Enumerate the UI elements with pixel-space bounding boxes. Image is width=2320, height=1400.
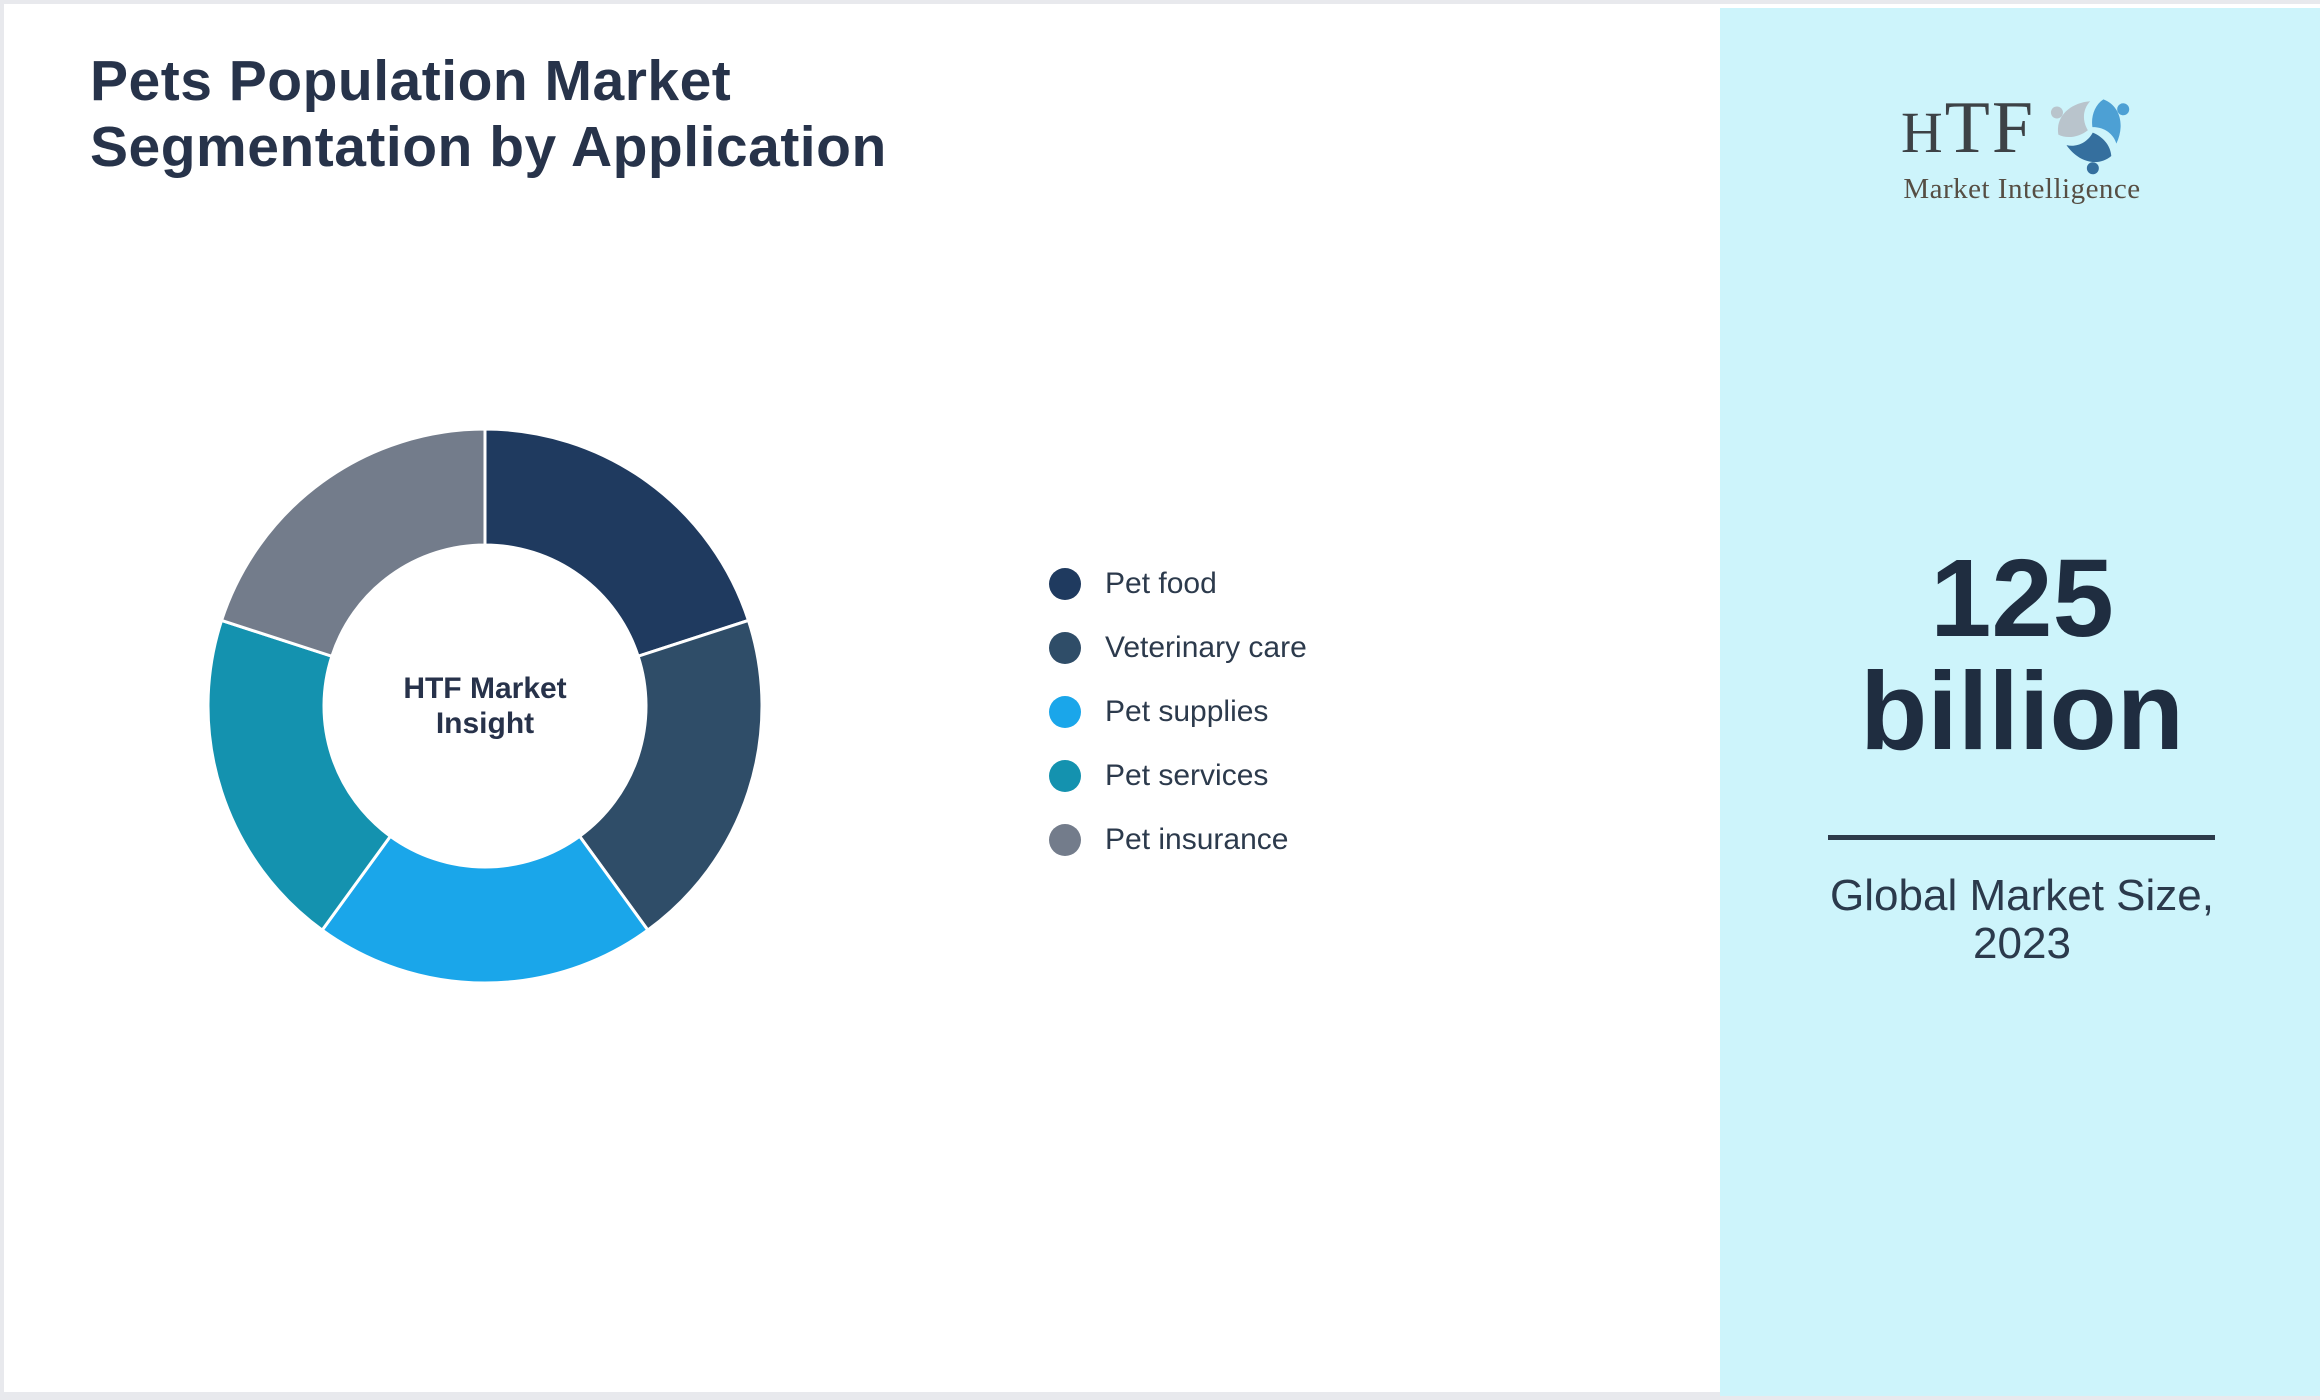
legend-label: Pet food xyxy=(1105,567,1217,600)
legend-item-pet-insurance[interactable]: Pet insurance xyxy=(1049,823,1307,857)
stat-value: 125 billion xyxy=(1860,537,2184,773)
stat-label: Global Market Size, 2023 xyxy=(1830,871,2214,968)
donut-segment-pet-insurance[interactable] xyxy=(219,427,487,659)
legend-swatch-icon xyxy=(1049,760,1081,792)
donut-segment-pet-supplies[interactable] xyxy=(320,834,650,985)
legend-item-pet-food[interactable]: Pet food xyxy=(1049,567,1307,601)
logo-acronym: HTF xyxy=(1900,87,2036,169)
chart-legend: Pet food Veterinary care Pet supplies Pet s… xyxy=(1049,567,1307,887)
donut-chart-svg xyxy=(206,427,764,985)
donut-segment-pet-food[interactable] xyxy=(483,427,751,659)
market-size-stat: 125 billion Global Market Size, 2023 xyxy=(1720,8,2320,1396)
legend-swatch-icon xyxy=(1049,824,1081,856)
legend-label: Veterinary care xyxy=(1105,631,1307,664)
legend-label: Pet supplies xyxy=(1105,695,1269,728)
legend-item-veterinary-care[interactable]: Veterinary care xyxy=(1049,631,1307,665)
donut-segment-veterinary-care[interactable] xyxy=(577,618,764,933)
logo-row: HTF xyxy=(1720,84,2320,178)
legend-label: Pet insurance xyxy=(1105,823,1289,856)
sidebar: HTF xyxy=(1720,8,2320,1396)
htf-logo: HTF xyxy=(1720,84,2320,204)
donut-segment-pet-services[interactable] xyxy=(206,618,393,933)
legend-label: Pet services xyxy=(1105,759,1269,792)
content-card: Pets Population Market Segmentation by A… xyxy=(4,4,2320,1396)
logo-tagline: Market Intelligence xyxy=(1903,173,2141,205)
legend-item-pet-supplies[interactable]: Pet supplies xyxy=(1049,695,1307,729)
donut-chart: HTF Market Insight xyxy=(205,426,765,986)
legend-swatch-icon xyxy=(1049,632,1081,664)
htf-logo-icon xyxy=(2050,99,2130,175)
legend-item-pet-services[interactable]: Pet services xyxy=(1049,759,1307,793)
legend-swatch-icon xyxy=(1049,568,1081,600)
page-title: Pets Population Market Segmentation by A… xyxy=(90,49,887,179)
legend-swatch-icon xyxy=(1049,696,1081,728)
stat-divider xyxy=(1828,835,2215,840)
